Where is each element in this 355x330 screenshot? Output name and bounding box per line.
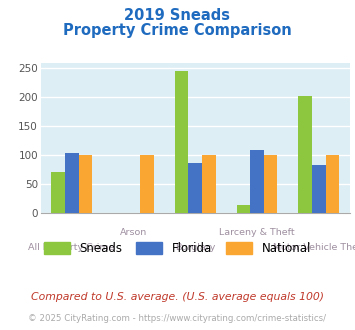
Text: Property Crime Comparison: Property Crime Comparison xyxy=(63,23,292,38)
Legend: Sneads, Florida, National: Sneads, Florida, National xyxy=(39,237,316,260)
Text: Larceny & Theft: Larceny & Theft xyxy=(219,228,295,237)
Bar xyxy=(237,205,250,213)
Text: All Property Crime: All Property Crime xyxy=(28,243,115,251)
Bar xyxy=(189,163,202,213)
Bar xyxy=(175,71,189,213)
Text: Arson: Arson xyxy=(120,228,147,237)
Bar xyxy=(312,165,326,213)
Text: 2019 Sneads: 2019 Sneads xyxy=(125,8,230,23)
Text: © 2025 CityRating.com - https://www.cityrating.com/crime-statistics/: © 2025 CityRating.com - https://www.city… xyxy=(28,314,327,323)
Bar xyxy=(264,155,277,213)
Bar xyxy=(326,155,339,213)
Bar xyxy=(140,155,154,213)
Bar xyxy=(78,155,92,213)
Text: Motor Vehicle Theft: Motor Vehicle Theft xyxy=(273,243,355,251)
Text: Burglary: Burglary xyxy=(175,243,215,251)
Bar xyxy=(299,96,312,213)
Bar xyxy=(65,153,78,213)
Bar xyxy=(51,172,65,213)
Bar xyxy=(202,155,215,213)
Text: Compared to U.S. average. (U.S. average equals 100): Compared to U.S. average. (U.S. average … xyxy=(31,292,324,302)
Bar xyxy=(250,150,264,213)
